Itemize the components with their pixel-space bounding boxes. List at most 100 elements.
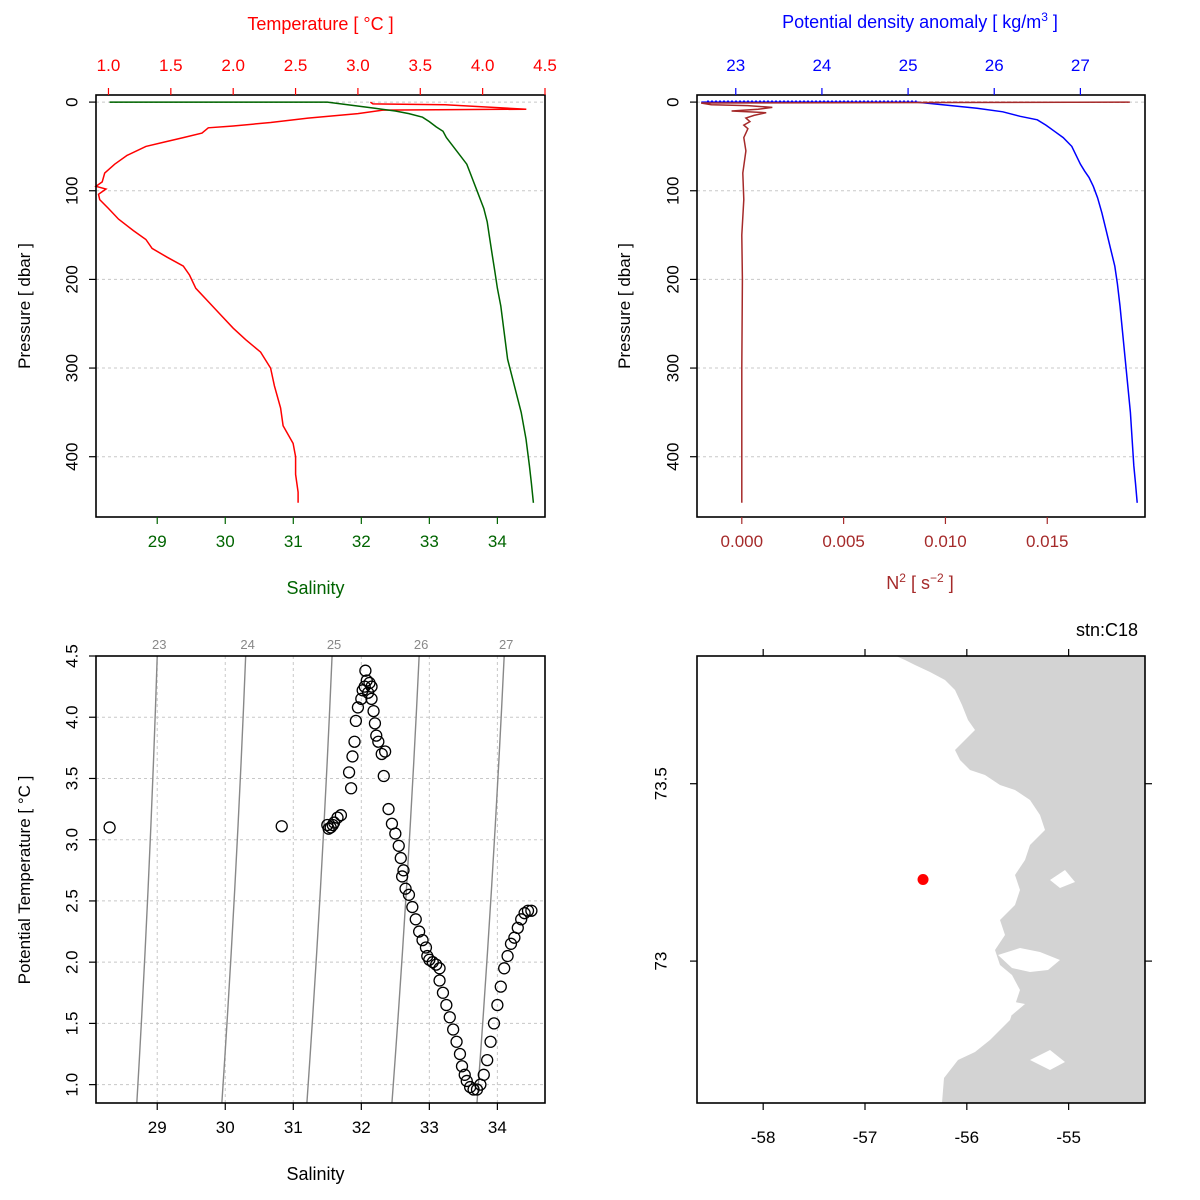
ts-point xyxy=(487,1017,501,1030)
ts-point xyxy=(443,1011,456,1024)
ts-point xyxy=(491,998,504,1012)
temperature-tick-label: 3.0 xyxy=(63,828,82,852)
longitude-tick-label: -57 xyxy=(853,1128,878,1147)
ts-point xyxy=(409,913,422,926)
ts-point xyxy=(367,704,380,718)
ts-point xyxy=(365,680,378,693)
ts-point xyxy=(351,701,365,714)
isopycnal-label: 23 xyxy=(152,637,166,652)
density-profile-line xyxy=(701,101,1138,503)
isopycnal-line xyxy=(306,655,333,1104)
density-tick-label: 27 xyxy=(1071,56,1090,75)
temperature-tick-label: 2.0 xyxy=(221,56,245,75)
salinity-profile-line xyxy=(109,101,535,503)
ts-point xyxy=(460,1074,473,1088)
temperature-tick-label: 2.5 xyxy=(63,889,82,913)
ts-point xyxy=(372,735,385,748)
salinity-tick-label: 34 xyxy=(488,532,507,551)
ts-point xyxy=(342,766,356,779)
ts-point xyxy=(331,811,344,824)
ts-point xyxy=(430,958,443,971)
longitude-tick-label: -55 xyxy=(1056,1128,1081,1147)
latitude-tick-label: 73.5 xyxy=(652,767,671,800)
ts-point xyxy=(515,913,528,926)
salinity-tick-label: 34 xyxy=(488,1118,507,1137)
ts-point xyxy=(378,745,392,758)
density-tick-label: 25 xyxy=(899,56,918,75)
ts-point xyxy=(453,1047,467,1061)
density-tick-label: 26 xyxy=(985,56,1004,75)
temperature-tick-label: 3.5 xyxy=(408,56,432,75)
n2-tick-label: 0.000 xyxy=(721,532,764,551)
ts-point xyxy=(103,821,116,834)
ts-point xyxy=(433,974,446,987)
ts-point xyxy=(382,802,395,816)
plot-frame xyxy=(95,94,546,518)
pressure-tick-label: 100 xyxy=(664,177,683,205)
isopycnal-label: 27 xyxy=(499,637,513,652)
ts-point xyxy=(406,900,419,914)
temperature-tick-label: 2.0 xyxy=(63,950,82,974)
ts-point xyxy=(458,1068,471,1081)
pressure-tick-label: 400 xyxy=(63,443,82,471)
station-label: stn:C18 xyxy=(1076,620,1138,640)
inland-water xyxy=(985,870,1075,1070)
ts-point xyxy=(412,925,426,938)
n2-tick-label: 0.010 xyxy=(924,532,967,551)
temperature-tick-label: 1.5 xyxy=(63,1012,82,1036)
ts-point xyxy=(399,882,412,895)
isopycnal-label: 25 xyxy=(327,637,341,652)
pressure-tick-label: 300 xyxy=(63,354,82,382)
pressure-tick-label: 300 xyxy=(664,354,683,382)
salinity-axis-label: Salinity xyxy=(286,578,344,598)
ts-point xyxy=(416,933,429,947)
plot-frame xyxy=(696,655,1146,1104)
isopycnal-line xyxy=(476,655,505,1104)
ts-point xyxy=(275,820,288,833)
density-tick-label: 23 xyxy=(726,56,745,75)
ts-point xyxy=(494,980,507,993)
ts-point xyxy=(368,717,382,730)
coastline-land xyxy=(896,656,1145,1103)
pressure-tick-label: 0 xyxy=(664,97,683,106)
salinity-tick-label: 30 xyxy=(216,1118,235,1137)
pressure-tick-label: 0 xyxy=(63,97,82,106)
ts-point xyxy=(455,1060,469,1073)
ts-point xyxy=(361,686,375,699)
ts-point xyxy=(365,692,378,706)
ts-point xyxy=(392,839,405,852)
temperature-tick-label: 1.5 xyxy=(159,56,183,75)
salinity-tick-label: 32 xyxy=(352,532,371,551)
temperature-tick-label: 4.5 xyxy=(533,56,557,75)
ts-point xyxy=(360,674,373,687)
ts-point xyxy=(395,870,409,883)
longitude-tick-label: -58 xyxy=(751,1128,776,1147)
isopycnal-label: 24 xyxy=(240,637,254,652)
ts-point xyxy=(344,782,358,795)
ts-point xyxy=(525,904,538,917)
n2-axis-label: N2 [ s−2 ] xyxy=(886,571,953,593)
temperature-salinity-profile-panel: 0 100 200 300 400 1.0 1.5 2.0 2.5 3.0 3.5 4.0 4.5 29 3… xyxy=(15,14,557,598)
ts-point xyxy=(484,1035,497,1048)
plot-frame xyxy=(95,655,546,1104)
ts-point xyxy=(518,907,531,920)
salinity-axis-label: Salinity xyxy=(286,1164,344,1184)
salinity-tick-label: 32 xyxy=(352,1118,371,1137)
salinity-tick-label: 30 xyxy=(216,532,235,551)
salinity-tick-label: 29 xyxy=(148,532,167,551)
density-n2-profile-panel: 0 100 200 300 400 23 24 25 26 27 0.000 0.005 0.010 0.… xyxy=(615,10,1146,593)
pressure-tick-label: 400 xyxy=(664,443,683,471)
y-axis-label: Potential Temperature [ °C ] xyxy=(15,776,34,985)
temperature-tick-label: 4.0 xyxy=(63,705,82,729)
ts-point xyxy=(346,750,359,763)
ts-point xyxy=(481,1053,494,1067)
ts-point xyxy=(426,956,439,969)
station-map-panel: -58 -57 -56 -55 73.5 73 stn:C18 xyxy=(652,620,1152,1147)
plot-frame xyxy=(696,94,1146,518)
temperature-profile-line xyxy=(94,101,527,503)
ts-point xyxy=(511,921,524,935)
station-point xyxy=(917,874,929,885)
ts-point xyxy=(521,904,535,917)
salinity-tick-label: 31 xyxy=(284,1118,303,1137)
